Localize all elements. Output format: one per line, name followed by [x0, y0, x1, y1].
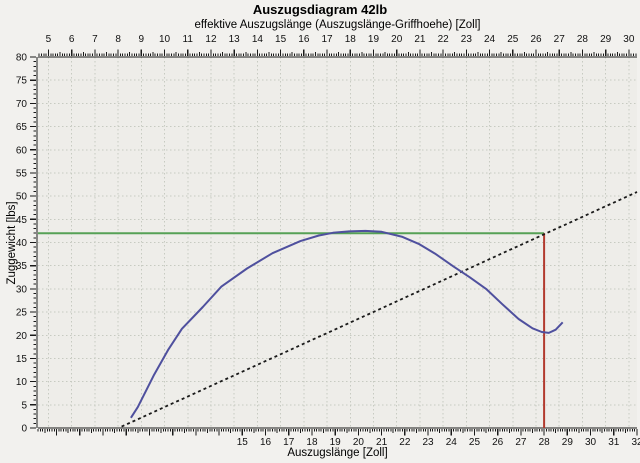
- svg-text:9: 9: [139, 34, 145, 45]
- svg-text:21: 21: [376, 437, 388, 448]
- svg-text:65: 65: [16, 122, 28, 133]
- svg-text:15: 15: [237, 437, 249, 448]
- svg-text:16: 16: [298, 34, 310, 45]
- svg-text:22: 22: [399, 437, 411, 448]
- svg-text:16: 16: [260, 437, 272, 448]
- svg-text:75: 75: [16, 76, 28, 87]
- svg-text:27: 27: [515, 437, 527, 448]
- top-axis-title: effektive Auszugslänge (Auszugslänge-Gri…: [194, 19, 481, 31]
- svg-text:30: 30: [585, 437, 597, 448]
- svg-text:25: 25: [16, 308, 28, 319]
- series-linear-reference: [121, 191, 638, 428]
- svg-text:55: 55: [16, 168, 28, 179]
- svg-text:45: 45: [16, 215, 28, 226]
- svg-text:14: 14: [252, 34, 264, 45]
- svg-text:7: 7: [92, 34, 98, 45]
- svg-text:8: 8: [115, 34, 121, 45]
- series-draw-force-curve: [130, 229, 564, 419]
- svg-text:0: 0: [21, 424, 27, 435]
- svg-text:10: 10: [16, 377, 28, 388]
- svg-text:19: 19: [330, 437, 342, 448]
- svg-text:20: 20: [16, 331, 28, 342]
- svg-text:6: 6: [69, 34, 75, 45]
- svg-text:25: 25: [507, 34, 519, 45]
- svg-text:27: 27: [554, 34, 566, 45]
- top-axis-tick-labels: 5 6 7 8 9 10 11 12 13 14 15 16 17 18 19 20 21 22 23 24 25 26 2…: [46, 34, 635, 45]
- svg-text:80: 80: [16, 53, 28, 64]
- y-axis-tick-labels: 0 5 10 15 20 25 30 35 40 45 50 55 60 65 70 75 80: [16, 53, 28, 435]
- svg-text:31: 31: [608, 437, 620, 448]
- svg-text:40: 40: [16, 238, 28, 249]
- svg-text:25: 25: [469, 437, 481, 448]
- svg-text:26: 26: [492, 437, 504, 448]
- svg-text:15: 15: [275, 34, 287, 45]
- svg-text:24: 24: [484, 34, 496, 45]
- svg-text:20: 20: [353, 437, 365, 448]
- svg-text:17: 17: [283, 437, 295, 448]
- svg-text:20: 20: [391, 34, 403, 45]
- svg-text:17: 17: [321, 34, 333, 45]
- svg-text:29: 29: [562, 437, 574, 448]
- svg-text:11: 11: [183, 34, 194, 45]
- svg-text:21: 21: [414, 34, 426, 45]
- svg-text:23: 23: [422, 437, 434, 448]
- grid: [38, 56, 637, 428]
- svg-text:18: 18: [345, 34, 357, 45]
- bottom-axis: [37, 427, 638, 436]
- svg-text:13: 13: [229, 34, 241, 45]
- svg-text:32: 32: [631, 437, 640, 448]
- svg-text:70: 70: [16, 99, 28, 110]
- y-axis: [30, 56, 38, 429]
- svg-text:15: 15: [16, 354, 28, 365]
- svg-text:18: 18: [306, 437, 318, 448]
- svg-text:19: 19: [368, 34, 380, 45]
- top-axis: [38, 49, 637, 58]
- svg-text:50: 50: [16, 192, 28, 203]
- plot-area: [38, 57, 637, 428]
- svg-text:10: 10: [159, 34, 171, 45]
- svg-text:24: 24: [446, 437, 458, 448]
- svg-text:5: 5: [46, 34, 52, 45]
- chart-title: Auszugsdiagram 42lb: [252, 2, 388, 17]
- svg-text:30: 30: [623, 34, 635, 45]
- svg-text:23: 23: [461, 34, 473, 45]
- svg-text:29: 29: [600, 34, 612, 45]
- svg-text:60: 60: [16, 145, 28, 156]
- svg-text:28: 28: [577, 34, 589, 45]
- svg-text:5: 5: [21, 400, 27, 411]
- svg-text:26: 26: [530, 34, 542, 45]
- svg-text:22: 22: [438, 34, 450, 45]
- bottom-axis-tick-labels: 15 16 17 18 19 20 21 22 23 24 25 26 27 28 29 30 31 32: [237, 437, 640, 448]
- svg-text:35: 35: [16, 261, 28, 272]
- bottom-axis-title: Auszugslänge [Zoll]: [287, 447, 388, 459]
- svg-text:30: 30: [16, 284, 28, 295]
- svg-text:12: 12: [205, 34, 217, 45]
- svg-text:28: 28: [539, 437, 551, 448]
